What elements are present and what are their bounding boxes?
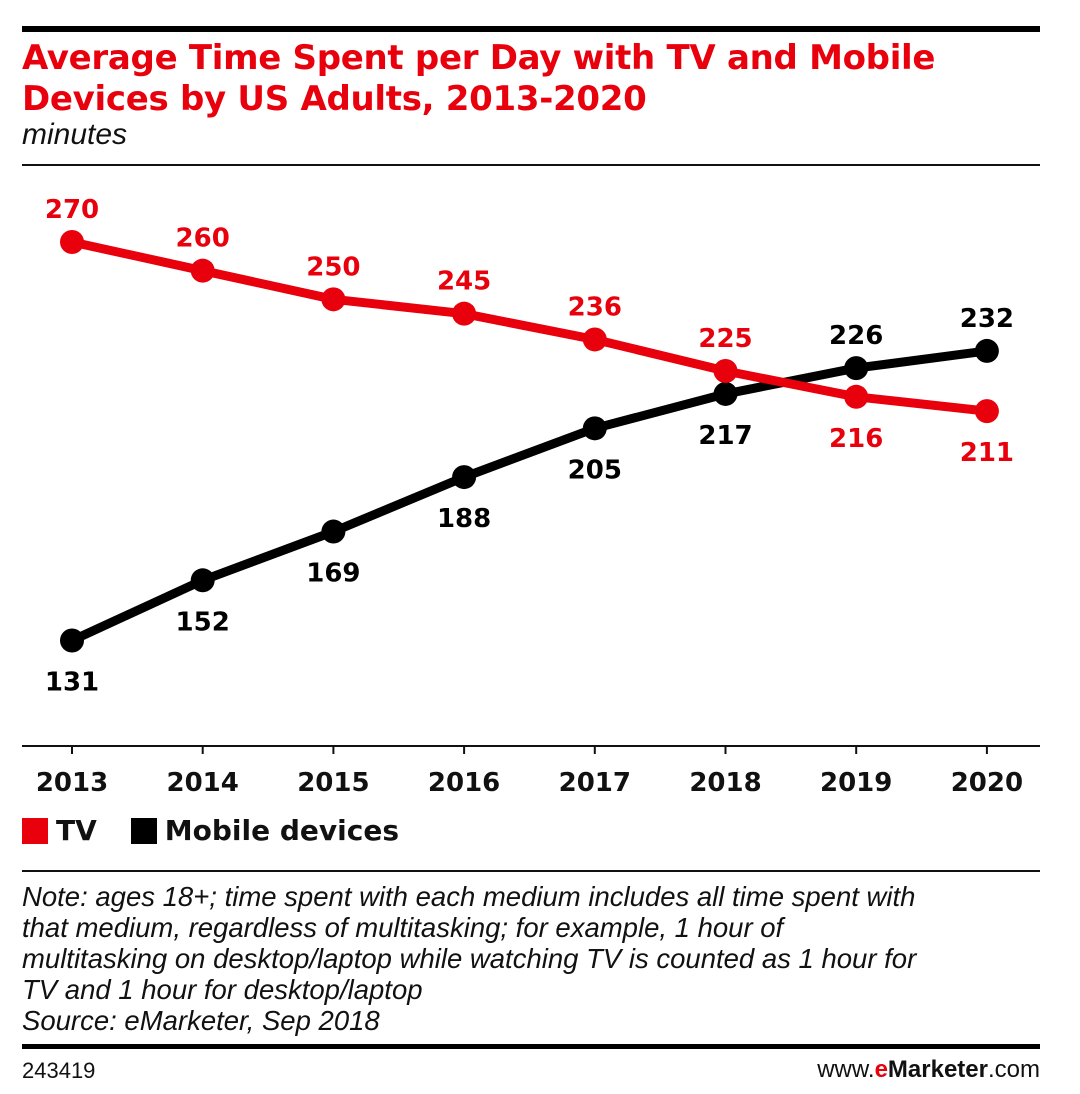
footer-divider [22,870,1040,872]
line-chart: 270 260 250 245 236 225 216 211 131 152 169 188 205 2… [22,195,1040,798]
x-tick-label: 2013 [36,768,108,798]
brand-prefix: www. [817,1056,875,1083]
brand-name: Marketer [887,1056,988,1083]
legend: TV Mobile devices [22,814,433,847]
data-point-tv [713,359,738,384]
data-label-mobile-devices: 169 [306,559,360,589]
series-line-mobile-devices [67,346,992,645]
legend-swatch-mobile [130,817,157,844]
data-label-mobile-devices: 232 [960,304,1014,334]
data-point-tv [582,327,607,352]
data-label-tv: 245 [437,267,491,297]
brand-suffix: .com [987,1056,1040,1083]
data-point-mobile-devices [452,465,477,490]
data-label-tv: 225 [698,324,752,354]
data-point-tv [974,399,999,424]
data-label-tv: 260 [176,224,230,254]
x-tick-label: 2016 [428,768,500,798]
top-rule [22,26,1040,32]
footnote: Note: ages 18+; time spent with each med… [22,881,1040,1036]
note-line: multitasking on desktop/laptop while wat… [22,943,917,974]
x-tick-label: 2015 [297,768,369,798]
data-point-mobile-devices [974,338,999,363]
chart-subtitle: minutes [22,118,128,151]
data-point-tv [60,229,84,254]
data-label-tv: 250 [306,252,360,282]
legend-item-mobile: Mobile devices [130,814,399,847]
source-line: Source: eMarketer, Sep 2018 [22,1005,380,1036]
header-divider [22,164,1040,166]
note-line: TV and 1 hour for desktop/laptop [22,974,423,1005]
data-label-mobile-devices: 131 [45,668,99,698]
note-line: that medium, regardless of multitasking;… [22,912,784,943]
series-line-tv [67,237,992,416]
series-layer: 270 260 250 245 236 225 216 211 131 152 169 188 205 2… [45,195,1014,698]
data-label-tv: 211 [960,438,1014,468]
data-point-tv [844,384,869,409]
data-label-tv: 216 [829,424,883,454]
legend-item-tv: TV [22,814,97,847]
x-tick-label: 2018 [689,768,761,798]
data-point-mobile-devices [713,381,738,406]
x-tick-label: 2017 [559,768,631,798]
x-tick-label: 2014 [167,768,239,798]
data-label-mobile-devices: 217 [698,421,752,451]
x-axis-ticks: 2013 2014 2015 2016 2017 2018 2019 2020 [36,746,1023,798]
x-tick-label: 2019 [820,768,892,798]
data-point-mobile-devices [321,519,346,544]
x-tick-label: 2020 [951,768,1023,798]
note-line: Note: ages 18+; time spent with each med… [22,881,916,912]
data-label-mobile-devices: 188 [437,504,491,534]
data-label-mobile-devices: 226 [829,321,883,351]
chart-title: Average Time Spent per Day with TV and M… [22,38,936,119]
legend-swatch-tv [22,817,48,844]
brand-url: www.eMarketer.com [817,1056,1040,1084]
data-label-mobile-devices: 205 [568,455,622,485]
data-point-mobile-devices [582,416,607,441]
legend-label-tv: TV [56,814,97,847]
data-point-mobile-devices [190,568,215,593]
data-point-tv [452,301,477,326]
data-point-mobile-devices [60,628,84,653]
brand-e: e [874,1056,888,1083]
data-point-mobile-devices [844,356,869,381]
legend-label-mobile: Mobile devices [164,814,399,847]
data-label-tv: 270 [45,195,99,225]
bottom-rule [22,1044,1040,1049]
data-label-tv: 236 [568,292,622,322]
data-point-tv [190,258,215,283]
data-point-tv [321,287,346,312]
data-label-mobile-devices: 152 [176,607,230,637]
chart-id: 243419 [22,1058,96,1083]
